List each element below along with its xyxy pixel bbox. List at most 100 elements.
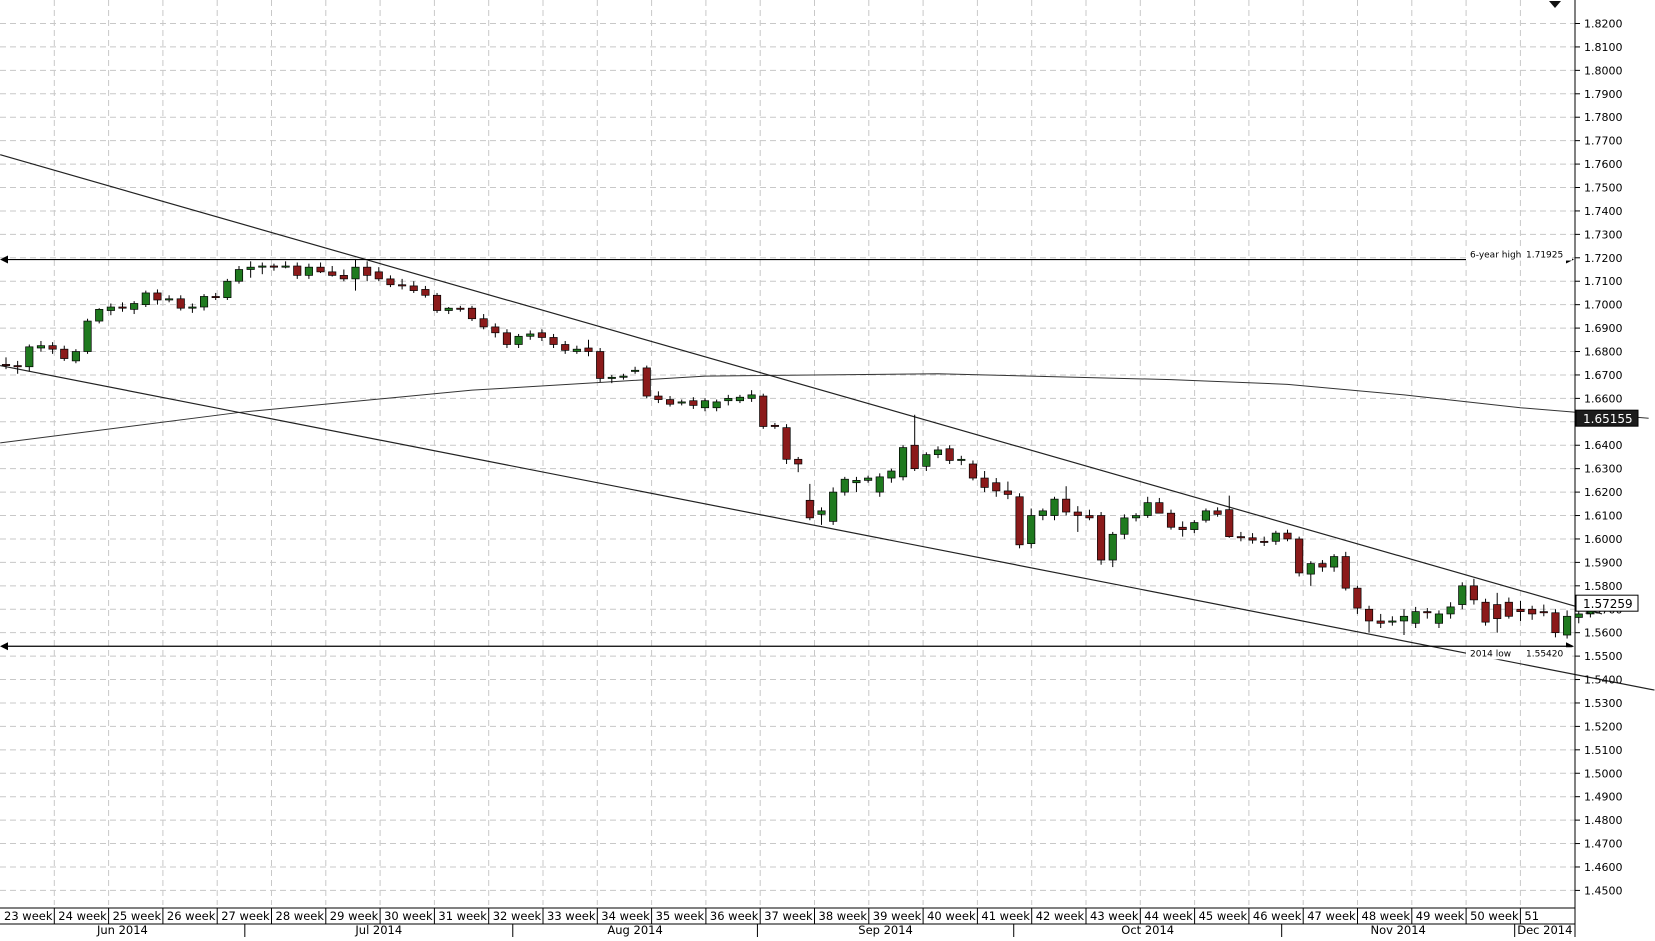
candle-body — [1120, 517, 1129, 535]
level-label-background — [1466, 248, 1572, 261]
candle-body — [1108, 533, 1117, 561]
candle-body — [1236, 536, 1245, 539]
y-tick-label: 1.5100 — [1584, 744, 1623, 757]
candle-body — [957, 458, 966, 461]
candle-body — [1143, 502, 1152, 516]
candle-body — [817, 510, 826, 515]
candle-body — [444, 307, 453, 311]
level-label: 6-year high — [1470, 251, 1521, 261]
week-label: 25 week — [113, 909, 162, 923]
candle-body — [945, 448, 954, 461]
week-label: 27 week — [221, 909, 270, 923]
candle-body — [36, 345, 46, 349]
dropdown-arrow-icon[interactable] — [1549, 1, 1561, 8]
candle-body — [374, 271, 383, 280]
y-tick-label: 1.7800 — [1584, 111, 1623, 124]
candle-body — [526, 333, 535, 337]
week-label: 39 week — [873, 909, 922, 923]
candle-body — [1469, 585, 1478, 601]
y-tick-label: 1.4900 — [1584, 791, 1623, 804]
candle-body — [1295, 538, 1304, 574]
candle-body — [1097, 515, 1106, 561]
y-tick-label: 1.7600 — [1584, 158, 1623, 171]
candle-body — [1050, 498, 1059, 516]
candle-body — [25, 346, 34, 368]
candle-body — [1481, 601, 1490, 623]
candle-body — [1213, 510, 1222, 515]
y-tick-label: 1.6900 — [1584, 322, 1623, 335]
candle-body — [537, 332, 546, 338]
arrow-left-icon — [0, 255, 8, 264]
candle-body — [48, 345, 57, 350]
y-tick-label: 1.8200 — [1584, 18, 1623, 31]
y-tick-label: 1.6700 — [1584, 369, 1623, 382]
candles — [1, 259, 1630, 639]
candle-body — [1166, 512, 1176, 528]
candle-body — [922, 454, 931, 467]
candle-body — [1376, 620, 1385, 624]
candle-body — [1574, 613, 1583, 618]
candle-body — [1411, 611, 1420, 624]
candle-body — [479, 318, 488, 328]
y-tick-label: 1.8000 — [1584, 64, 1623, 77]
week-label: 49 week — [1416, 909, 1465, 923]
week-label: 34 week — [601, 909, 650, 923]
candle-body — [211, 296, 220, 299]
y-tick-label: 1.7700 — [1584, 135, 1623, 148]
candle-body — [933, 449, 943, 455]
candle-body — [619, 375, 628, 378]
candle-body — [363, 266, 372, 276]
candle-body — [1563, 615, 1572, 636]
candle-body — [1364, 608, 1374, 622]
candle-body — [1551, 612, 1560, 634]
candle-body — [770, 424, 779, 427]
y-tick-label: 1.7000 — [1584, 299, 1623, 312]
week-label: 24 week — [58, 909, 107, 923]
candle-body — [316, 266, 325, 273]
y-tick-label: 1.6300 — [1584, 463, 1623, 476]
candle-body — [1528, 608, 1537, 615]
month-label: Sep 2014 — [858, 923, 913, 937]
y-tick-label: 1.5600 — [1584, 627, 1623, 640]
candle-body — [1493, 604, 1502, 619]
y-tick-label: 1.5500 — [1584, 650, 1623, 663]
candle-body — [1260, 540, 1269, 543]
candle-body — [1271, 532, 1280, 542]
price-tag-box — [1575, 594, 1639, 612]
candle-body — [1388, 620, 1397, 623]
candle-body — [1248, 537, 1257, 541]
week-label: 44 week — [1144, 909, 1193, 923]
y-tick-label: 1.6800 — [1584, 346, 1623, 359]
candle-body — [165, 298, 174, 301]
y-tick-label: 1.7500 — [1584, 182, 1623, 195]
candle-body — [1341, 556, 1350, 589]
week-label: 23 week — [4, 909, 53, 923]
week-label: 48 week — [1362, 909, 1411, 923]
level-label: 2014 low — [1470, 649, 1511, 659]
candle-body — [1015, 496, 1024, 546]
candle-body — [747, 394, 756, 399]
y-tick-label: 1.5400 — [1584, 674, 1623, 687]
y-tick-label: 1.4800 — [1584, 814, 1623, 827]
price-tag-box — [1575, 409, 1639, 427]
candle-body — [829, 491, 838, 522]
candle-body — [176, 298, 185, 309]
week-label: 47 week — [1307, 909, 1356, 923]
candle-body — [1446, 606, 1455, 615]
month-label: Aug 2014 — [607, 923, 662, 937]
candle-body — [293, 265, 302, 276]
week-label: 46 week — [1253, 909, 1302, 923]
y-tick-label: 1.5800 — [1584, 580, 1623, 593]
candle-body — [1225, 509, 1234, 537]
candle-body — [549, 337, 558, 345]
candle-body — [898, 447, 908, 478]
candle-body — [409, 285, 418, 291]
candle-body — [1178, 526, 1187, 530]
candle-body — [223, 280, 232, 298]
y-tick-label: 1.4700 — [1584, 838, 1623, 851]
candle-body — [712, 401, 721, 409]
week-label: 36 week — [710, 909, 759, 923]
